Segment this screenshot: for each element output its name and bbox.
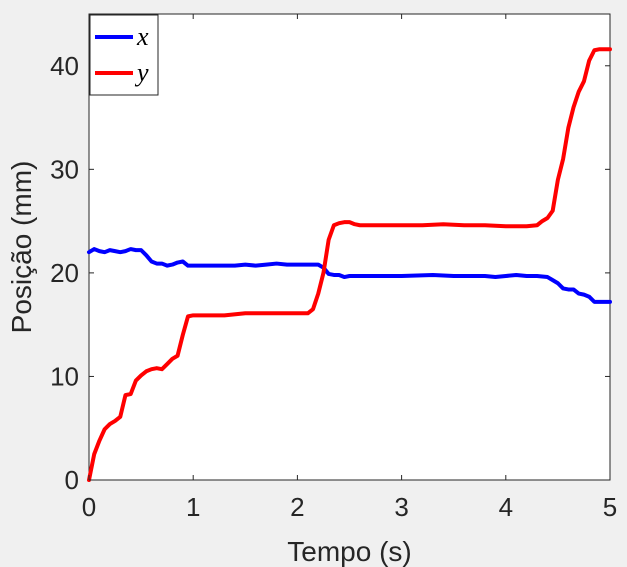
series-line-y (87, 47, 612, 482)
y-axis-label: Posição (mm) (6, 161, 37, 334)
x-tick-label: 4 (499, 492, 513, 522)
plot-area (88, 13, 611, 481)
legend-label-x: x (136, 22, 149, 51)
legend-label-y: y (134, 58, 149, 87)
y-tick-label: 30 (50, 154, 79, 184)
y-tick-label: 20 (50, 258, 79, 288)
x-axis-label: Tempo (s) (287, 536, 411, 567)
y-tick-label: 0 (65, 465, 79, 495)
legend: x y (89, 14, 159, 96)
x-tick-label: 0 (82, 492, 96, 522)
y-tick-label: 40 (50, 51, 79, 81)
y-tick-label: 10 (50, 361, 79, 391)
series-line-x (87, 247, 612, 304)
x-tick-label: 5 (603, 492, 617, 522)
legend-box (89, 14, 159, 96)
x-tick-label: 2 (290, 492, 304, 522)
x-tick-label: 1 (186, 492, 200, 522)
x-tick-label: 3 (394, 492, 408, 522)
